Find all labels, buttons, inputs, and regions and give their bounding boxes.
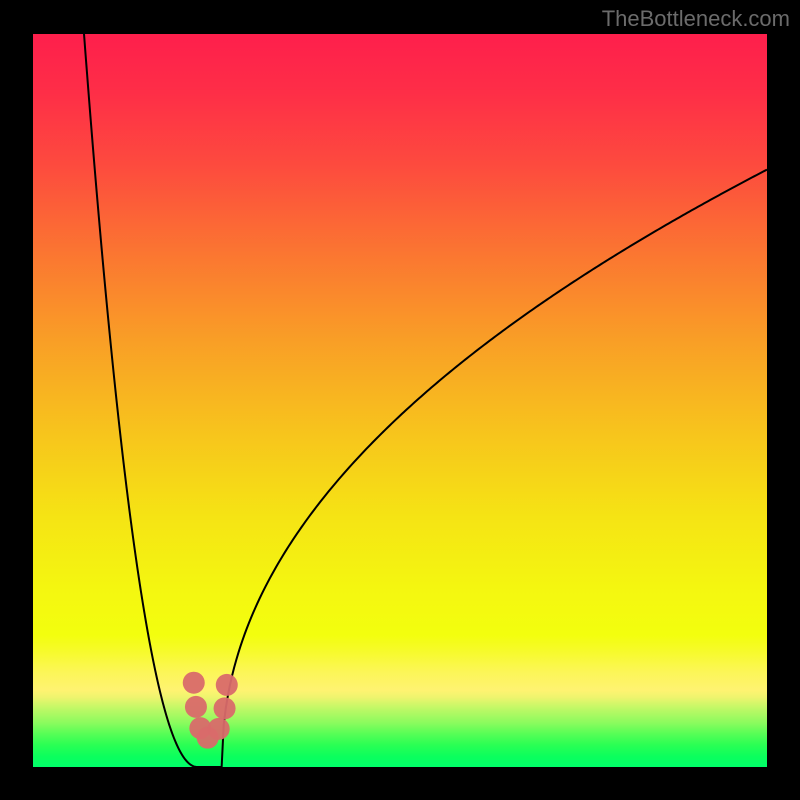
figure-root: TheBottleneck.com <box>0 0 800 800</box>
valley-marker <box>183 672 205 694</box>
watermark-text: TheBottleneck.com <box>602 6 790 32</box>
valley-marker <box>208 718 230 740</box>
chart-svg <box>33 34 767 767</box>
plot-area <box>33 34 767 767</box>
valley-marker <box>214 697 236 719</box>
valley-marker <box>185 696 207 718</box>
valley-marker <box>216 674 238 696</box>
gradient-background <box>33 34 767 767</box>
